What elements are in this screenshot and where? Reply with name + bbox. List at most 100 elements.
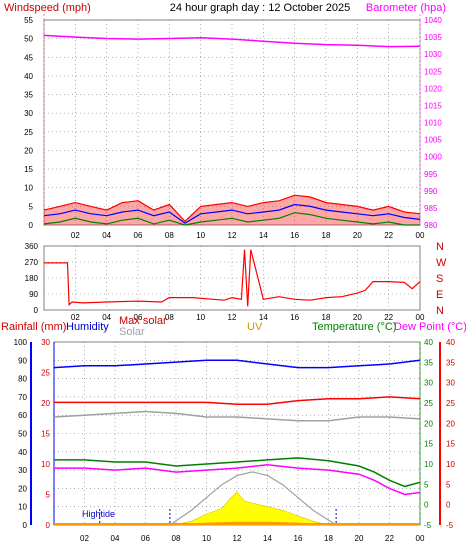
temperature-tick-label: 0 (424, 501, 429, 510)
lower-x-tick-label: 06 (141, 534, 150, 543)
windspeed-tick-label: 45 (24, 53, 33, 62)
direction-x-tick-label: 12 (228, 313, 237, 322)
barometer-tick-label: 985 (424, 204, 438, 213)
wind-x-tick-label: 10 (196, 231, 205, 240)
rainfall-tick-label: 25 (41, 369, 50, 378)
solar-curve-line (169, 471, 337, 526)
dew-point-tick-label: 40 (446, 338, 455, 347)
humidity-axis-bar (30, 342, 32, 525)
barometer-axis-label: Barometer (hpa) (366, 2, 446, 14)
windspeed-tick-label: 25 (24, 128, 33, 137)
solar-label: Solar (119, 326, 145, 338)
direction-x-tick-label: 04 (102, 313, 111, 322)
humidity-tick-label: 10 (18, 503, 27, 512)
wind-x-tick-label: 12 (228, 231, 237, 240)
windspeed-tick-label: 15 (24, 165, 33, 174)
dew-point-tick-label: 15 (446, 440, 455, 449)
lower-x-tick-label: 22 (385, 534, 394, 543)
direction-x-tick-label: 14 (259, 313, 268, 322)
humidity-ticks: 0 10 20 30 40 50 60 70 80 90 100 (14, 338, 28, 530)
wind-x-tick-label: 02 (71, 231, 80, 240)
wind-x-tick-label: 00 (416, 231, 425, 240)
direction-tick-label: 90 (29, 290, 38, 299)
humidity-tick-label: 60 (18, 411, 27, 420)
rainfall-ticks: 0 5 10 15 20 25 30 (41, 338, 50, 530)
direction-x-tick-label: 02 (71, 313, 80, 322)
rainfall-tick-label: 0 (46, 521, 51, 530)
wind-x-tick-label: 20 (353, 231, 362, 240)
direction-x-tick-label: 00 (416, 313, 425, 322)
direction-x-tick-label: 06 (134, 313, 143, 322)
lower-x-tick-label: 16 (294, 534, 303, 543)
humidity-tick-label: 100 (14, 338, 28, 347)
tide-label: Hightide (82, 509, 115, 519)
lower-x-tick-label: 14 (263, 534, 272, 543)
compass-label: W (436, 257, 447, 269)
lower-x-tick-label: 18 (324, 534, 333, 543)
barometer-tick-label: 990 (424, 187, 438, 196)
direction-series (44, 249, 421, 307)
dew-point-line (54, 464, 421, 496)
temperature-tick-label: 10 (424, 460, 433, 469)
rainfall-tick-label: 10 (41, 460, 50, 469)
humidity-tick-label: 40 (18, 448, 27, 457)
dew-point-axis-bar (439, 342, 441, 525)
wind-x-ticks: 02 04 06 08 10 12 14 16 18 20 22 00 (71, 231, 425, 240)
uv-label: UV (247, 321, 263, 333)
windspeed-tick-label: 35 (24, 91, 33, 100)
temperature-tick-label: 5 (424, 480, 429, 489)
rainfall-tick-label: 30 (41, 338, 50, 347)
barometer-tick-label: 1005 (424, 136, 442, 145)
dew-point-tick-label: 5 (446, 480, 451, 489)
barometer-tick-label: 1015 (424, 101, 442, 110)
barometer-ticks: 980 985 990 995 1000 1005 1010 1015 1020 1025 1030… (424, 16, 442, 230)
direction-line (44, 249, 421, 307)
chart-title: 24 hour graph day : 12 October 2025 (170, 2, 350, 14)
dew-point-tick-label: 30 (446, 379, 455, 388)
barometer-tick-label: 980 (424, 221, 438, 230)
direction-tick-label: 0 (34, 306, 39, 315)
direction-grid (44, 246, 420, 310)
dew-point-tick-label: 25 (446, 399, 455, 408)
humidity-tick-label: 0 (23, 521, 28, 530)
lower-x-tick-label: 02 (80, 534, 89, 543)
lower-x-tick-label: 10 (202, 534, 211, 543)
tide-markers (99, 509, 337, 525)
humidity-label: Humidity (66, 321, 109, 333)
temperature-tick-label: 40 (424, 338, 433, 347)
direction-x-tick-label: 18 (322, 313, 331, 322)
humidity-tick-label: 90 (18, 356, 27, 365)
barometer-tick-label: 1035 (424, 33, 442, 42)
lower-x-ticks: 02 04 06 08 10 12 14 16 18 20 22 00 (80, 534, 425, 543)
dew-point-tick-label: -5 (446, 521, 454, 530)
wind-min-line (43, 212, 420, 226)
windspeed-line (43, 203, 421, 224)
wind-x-tick-label: 06 (134, 231, 143, 240)
wind-x-tick-label: 14 (259, 231, 268, 240)
temperature-tick-label: 15 (424, 440, 433, 449)
barometer-tick-label: 1040 (424, 16, 442, 25)
windspeed-tick-label: 0 (29, 221, 34, 230)
direction-tick-label: 360 (25, 242, 39, 251)
windspeed-tick-label: 10 (24, 184, 33, 193)
direction-x-tick-label: 20 (353, 313, 362, 322)
direction-tick-label: 270 (25, 258, 39, 267)
compass-label: S (436, 273, 443, 285)
barometer-tick-label: 1025 (424, 67, 442, 76)
rainfall-tick-label: 5 (46, 491, 51, 500)
wind-x-tick-label: 08 (165, 231, 174, 240)
humidity-line (53, 359, 421, 369)
lower-x-tick-label: 12 (233, 534, 242, 543)
dew-point-tick-label: 0 (446, 501, 451, 510)
humidity-tick-label: 30 (18, 466, 27, 475)
wind-x-tick-label: 22 (384, 231, 393, 240)
wind-x-tick-label: 18 (322, 231, 331, 240)
direction-x-tick-label: 10 (196, 313, 205, 322)
temperature-ticks: -5 0 5 10 15 20 25 30 35 40 (424, 338, 433, 530)
windspeed-tick-label: 55 (24, 16, 33, 25)
windspeed-tick-label: 50 (24, 35, 33, 44)
